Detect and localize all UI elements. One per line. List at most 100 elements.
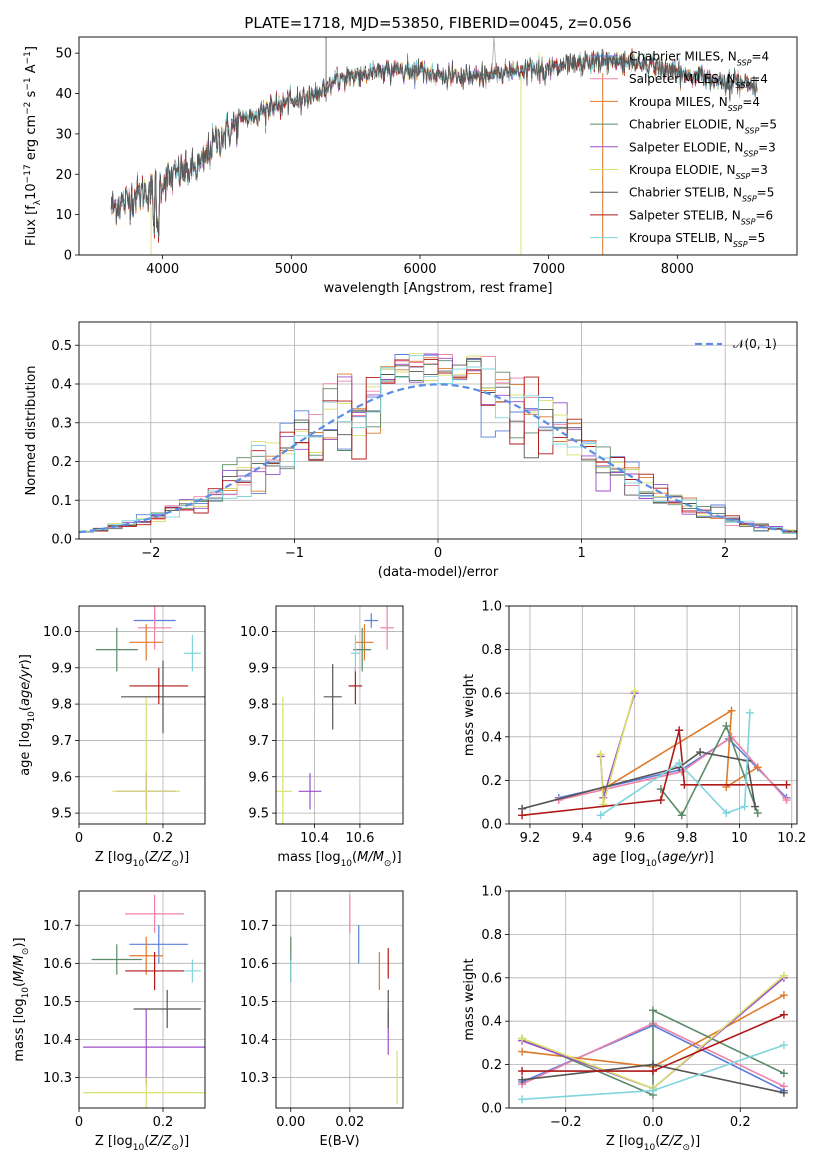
series-point xyxy=(518,1047,527,1056)
legend-nssp-prefix: , N xyxy=(727,140,744,154)
x-axis-label-part: )] xyxy=(179,850,189,865)
y-tick-label: 0.6 xyxy=(481,971,502,986)
y-axis-label-part: −17 xyxy=(23,164,33,183)
y-axis-label-part: 10 xyxy=(21,987,31,999)
legend-nssp-value: =5 xyxy=(759,118,777,132)
x-axis-label-part: wavelength [Angstrom, rest frame] xyxy=(324,281,553,296)
x-tick-label: 0 xyxy=(75,1115,83,1130)
x-axis-label-part: Z [log xyxy=(606,1134,644,1149)
x-tick-label: −2 xyxy=(141,546,160,561)
y-tick-label: 10.0 xyxy=(240,625,269,640)
series-point xyxy=(753,809,762,818)
errorbar-chabrier-miles xyxy=(129,925,189,964)
legend-nssp-prefix: , N xyxy=(711,95,728,109)
age-vs-mass-panel: 10.4 10.6 9.5 9.6 9.7 9.8 9.9 10.0 mass [log10(M… xyxy=(240,605,404,869)
y-axis-label: mass [log10(M/M⊙)] xyxy=(12,937,31,1061)
y-axis-label-part: )] xyxy=(12,937,27,947)
errorbar-chabrier-elodie xyxy=(353,627,372,672)
y-tick-label: 10.3 xyxy=(43,1071,72,1086)
x-axis-label: mass [log10(M/M⊙)] xyxy=(277,850,401,869)
y-tick-label: 20 xyxy=(55,168,72,183)
legend-nssp-sub: SSP xyxy=(736,81,751,90)
legend-nssp-prefix: , N xyxy=(720,50,737,64)
y-axis-label-part: mass weight xyxy=(462,674,477,756)
series-line xyxy=(558,735,788,801)
x-tick-label: 6000 xyxy=(403,262,436,277)
series-point xyxy=(722,809,731,818)
errorbar-salpeter-miles xyxy=(125,894,184,933)
axes-frame xyxy=(78,36,798,256)
series-point xyxy=(753,763,762,772)
x-axis-label-part: ⊙ xyxy=(171,1143,179,1153)
series-point xyxy=(782,780,791,789)
x-tick-label: 9.6 xyxy=(624,831,645,846)
plot-area xyxy=(276,891,403,1108)
x-axis-label-part: ( xyxy=(144,850,149,865)
y-tick-label: 0.4 xyxy=(51,378,72,393)
x-axis-label: Z [log10(Z/Z⊙)] xyxy=(606,1134,700,1153)
legend-entry-gaussian: 𝒩(0, 1) xyxy=(733,337,777,351)
y-axis-label-part: ( xyxy=(12,982,27,987)
series-point xyxy=(779,971,788,980)
legend-entry-chabrier-stelib: Chabrier STELIB, NSSP=5 xyxy=(629,186,774,204)
x-axis-label-part: 10 xyxy=(341,859,353,869)
x-tick-label: −1 xyxy=(285,546,304,561)
y-tick-label: 0 xyxy=(64,249,72,264)
series-kroupa-stelib xyxy=(596,708,754,820)
x-tick-label: 4000 xyxy=(146,262,179,277)
series-point xyxy=(751,802,760,811)
legend-entry-kroupa-elodie: Kroupa ELODIE, NSSP=3 xyxy=(629,163,768,181)
spectrum-panel: 4000 5000 6000 7000 8000 0 10 20 30 40 50 wavelengt… xyxy=(23,36,798,296)
plot-area xyxy=(509,606,797,824)
x-axis-label-part: Z [log xyxy=(95,1134,133,1149)
x-tick-label: 9.2 xyxy=(520,831,541,846)
legend-nssp-sub: SSP xyxy=(728,103,743,112)
series-point xyxy=(649,1086,657,1095)
axes-frame xyxy=(78,321,798,540)
series-point xyxy=(779,1041,788,1050)
legend-nssp-value: =4 xyxy=(750,72,768,86)
y-axis-label-part: ] xyxy=(24,46,39,51)
x-tick-label: 10.6 xyxy=(345,831,374,846)
legend-nssp-sub: SSP xyxy=(733,240,748,249)
y-tick-label: 10.5 xyxy=(43,995,72,1010)
x-axis-label-part: Z/Z xyxy=(659,1134,683,1149)
errorbar-salpeter-stelib xyxy=(125,951,184,990)
y-tick-label: 0.6 xyxy=(481,687,502,702)
x-axis-label: age [log10(age/yr)] xyxy=(592,850,714,869)
y-axis-label: Flux [fλ10−17 erg cm−2 s−1 A−1] xyxy=(23,46,43,246)
x-tick-label: −0.2 xyxy=(550,1115,582,1130)
y-tick-label: 9.8 xyxy=(51,698,72,713)
x-axis-label-part: )] xyxy=(391,850,401,865)
x-axis-label: wavelength [Angstrom, rest frame] xyxy=(324,281,553,296)
legend-nssp-value: =5 xyxy=(748,231,766,245)
series-point xyxy=(696,748,705,757)
x-axis-label-part: M/M xyxy=(357,850,384,865)
x-tick-label: 0 xyxy=(434,546,442,561)
y-tick-label: 9.6 xyxy=(248,770,269,785)
y-tick-label: 10.3 xyxy=(240,1071,269,1086)
series-point xyxy=(518,811,527,820)
x-tick-label: 0.2 xyxy=(153,1115,174,1130)
y-tick-label: 0.8 xyxy=(481,928,502,943)
y-axis-label: age [log10(age/yr)] xyxy=(18,654,37,776)
series-point xyxy=(782,796,791,805)
errorbar-chabrier-stelib xyxy=(133,989,201,1029)
series-point xyxy=(779,1010,788,1019)
y-tick-label: 10.5 xyxy=(240,995,269,1010)
series-point xyxy=(649,1006,657,1015)
x-axis-label: E(B-V) xyxy=(319,1134,359,1149)
x-axis-label-part: ( xyxy=(352,850,357,865)
legend-nssp-value: =3 xyxy=(758,140,776,154)
x-axis-label-part: Z/Z xyxy=(148,850,172,865)
y-tick-label: 0.2 xyxy=(481,1058,502,1073)
y-tick-label: 0.1 xyxy=(51,494,72,509)
x-axis-label-part: age [log xyxy=(592,850,645,865)
series-line xyxy=(660,723,759,817)
plot-area xyxy=(79,891,205,1108)
mass-vs-Z-panel: 0 0.210.310.410.510.610.7Z [log10(Z/Z⊙)]m… xyxy=(12,890,206,1153)
y-tick-label: 40 xyxy=(55,87,72,102)
y-axis-label-part: 10 xyxy=(24,183,39,200)
errorbar-chabrier-elodie xyxy=(95,627,138,672)
series-point xyxy=(740,802,749,811)
